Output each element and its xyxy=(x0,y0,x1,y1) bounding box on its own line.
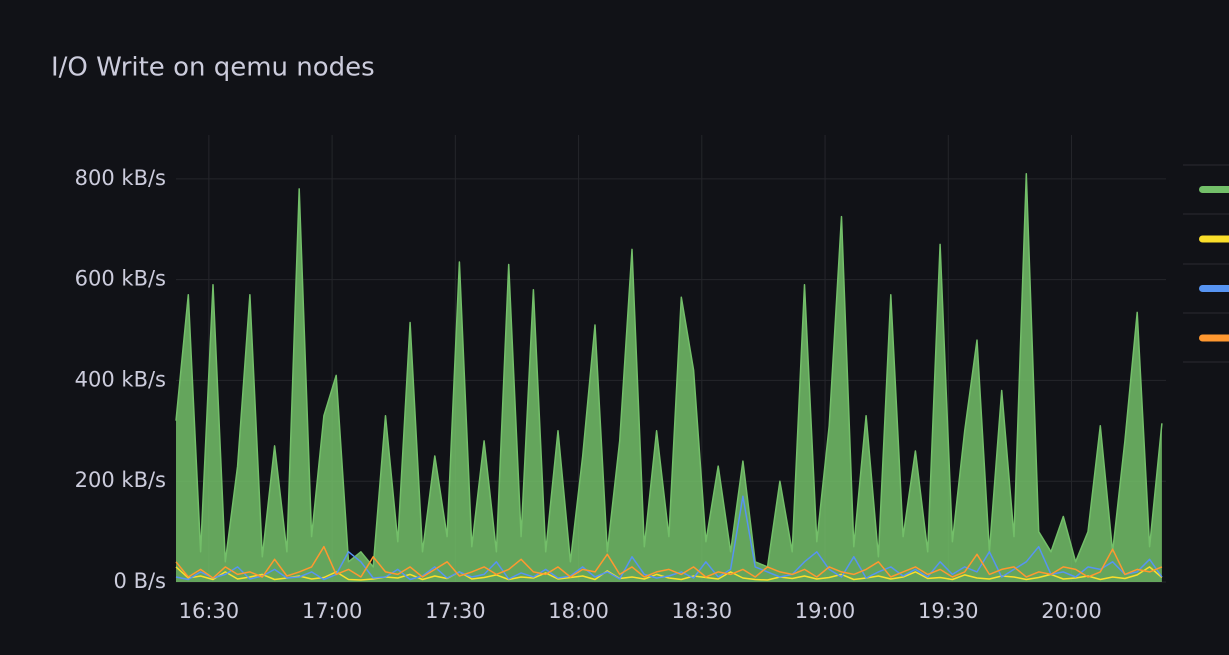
x-tick-label: 17:30 xyxy=(425,599,486,623)
x-tick-label: 18:30 xyxy=(672,599,733,623)
y-tick-label: 200 kB/s xyxy=(75,468,166,492)
series-line xyxy=(175,545,1163,579)
y-tick-label: 600 kB/s xyxy=(75,267,166,291)
legend-dividers xyxy=(1183,164,1229,363)
series-line xyxy=(175,566,1163,581)
area xyxy=(176,173,1162,583)
series-line xyxy=(175,173,1163,568)
legend-swatch xyxy=(1199,235,1229,243)
series-line xyxy=(175,495,1163,581)
x-tick-label: 16:30 xyxy=(179,599,240,623)
legend-swatch xyxy=(1199,186,1229,193)
legend-swatch xyxy=(1199,285,1229,292)
x-tick-label: 20:00 xyxy=(1041,599,1102,623)
y-tick-label: 0 B/s xyxy=(114,569,166,593)
panel-title: I/O Write on qemu nodes xyxy=(51,53,375,83)
x-tick-label: 18:00 xyxy=(548,599,609,623)
x-tick-label: 17:00 xyxy=(302,599,363,623)
y-tick-label: 800 kB/s xyxy=(75,166,166,190)
y-tick-label: 400 kB/s xyxy=(75,367,166,391)
x-tick-label: 19:30 xyxy=(918,599,979,623)
legend-swatch xyxy=(1199,334,1229,342)
x-tick-label: 19:00 xyxy=(795,599,856,623)
